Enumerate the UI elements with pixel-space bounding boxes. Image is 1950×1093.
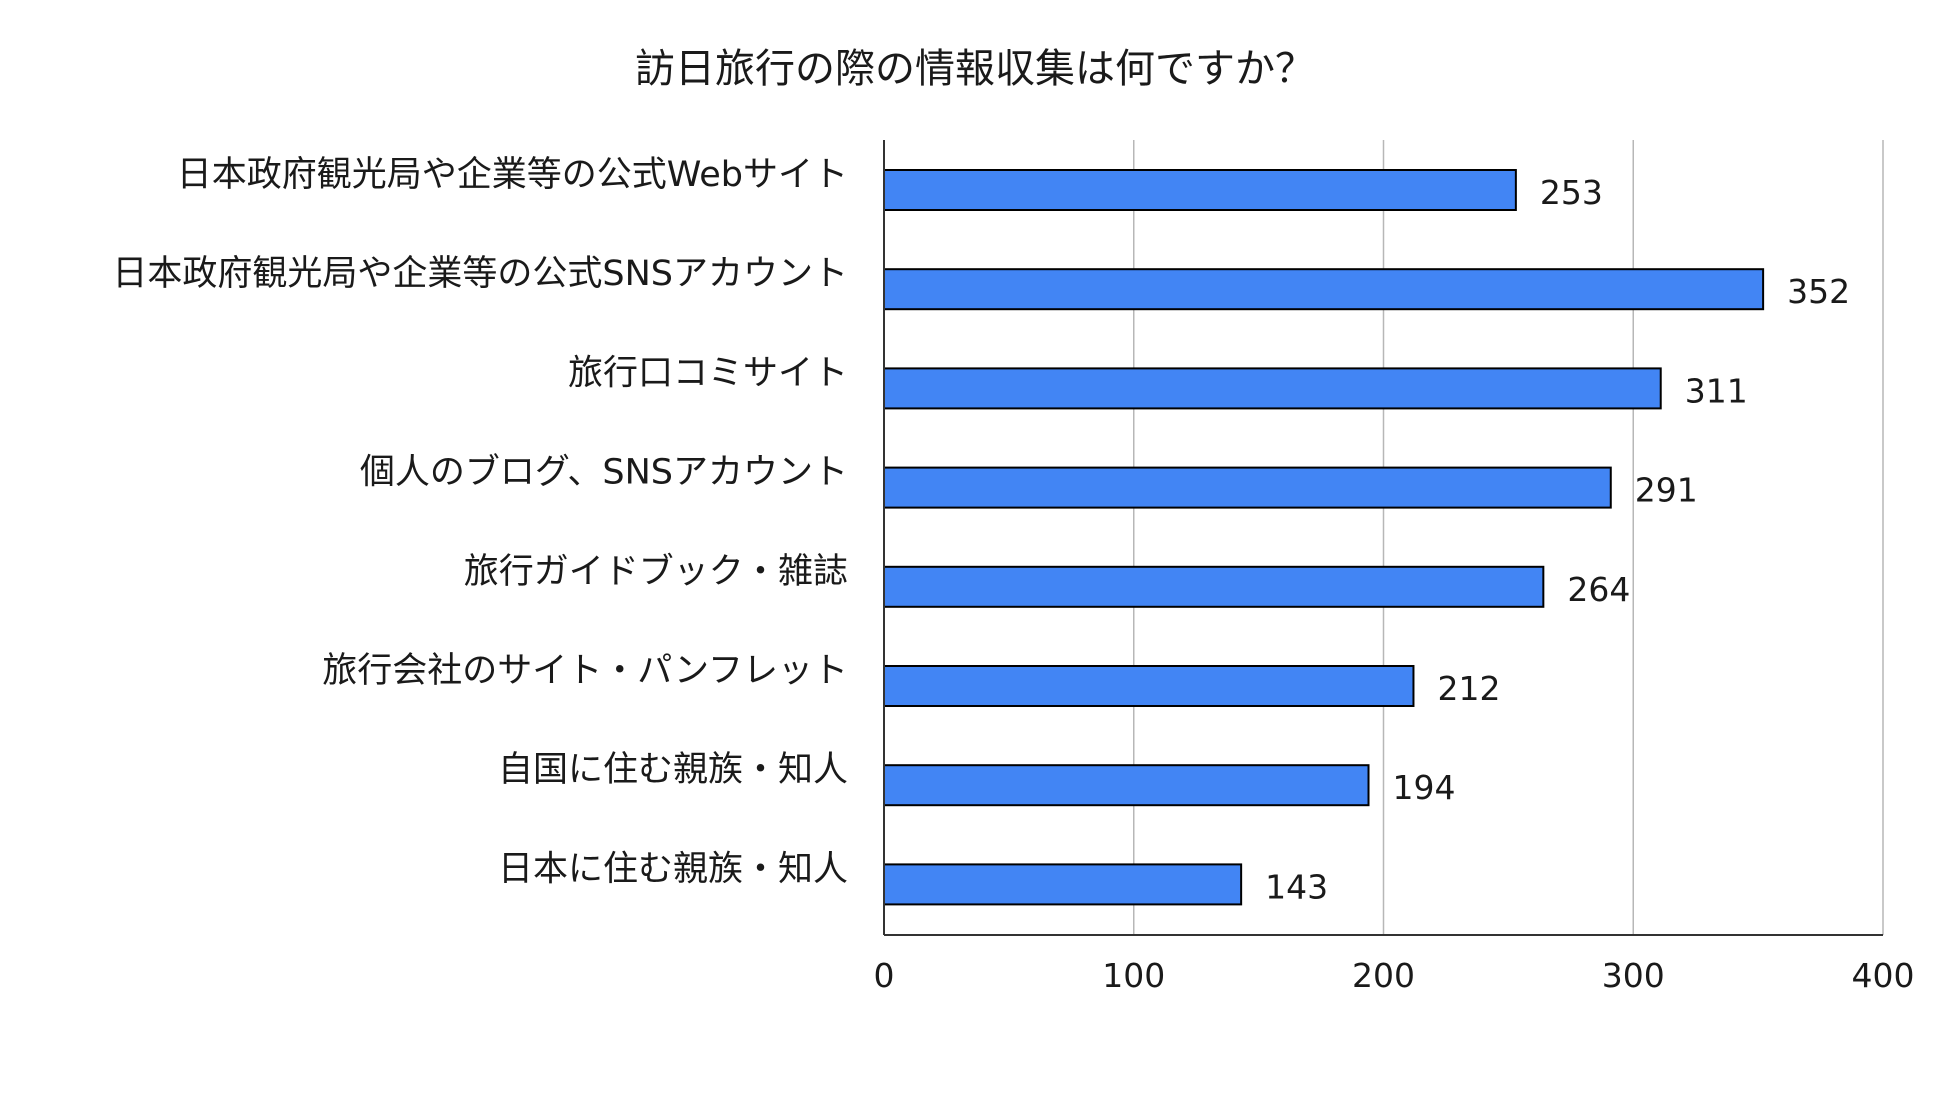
x-tick-label: 100 [1102,956,1165,995]
data-label: 291 [1635,471,1698,510]
category-label: 日本に住む親族・知人 [498,849,848,889]
x-tick-label: 200 [1352,956,1415,995]
category-label: 日本政府観光局や企業等の公式Webサイト [177,155,848,195]
data-label: 194 [1393,768,1456,807]
data-label: 143 [1265,867,1328,906]
x-tick-label: 400 [1852,956,1915,995]
bar [883,665,1415,707]
bar [883,268,1765,311]
data-label: 352 [1787,272,1850,311]
category-label: 個人のブログ、SNSアカウント [360,453,848,493]
chart-title: 訪日旅行の際の情報収集は何ですか？ [635,46,1315,92]
x-tick-label: 300 [1602,956,1665,995]
category-label: 自国に住む親族・知人 [498,750,848,790]
category-label: 日本政府観光局や企業等の公式SNSアカウント [112,254,848,294]
x-tick-label: 0 [874,956,895,995]
category-label: 旅行ガイドブック・雑誌 [464,552,848,592]
data-label: 311 [1685,371,1748,410]
gridlines [1133,140,1884,935]
bars [883,169,1765,906]
data-label: 253 [1540,173,1603,212]
category-labels: 日本政府観光局や企業等の公式Webサイト日本政府観光局や企業等の公式SNSアカウ… [112,155,848,889]
bar [883,169,1517,211]
bar [883,466,1612,509]
bar [883,764,1370,807]
category-label: 旅行口コミサイト [568,353,848,393]
data-labels: 253 352 311 291 264 212 194 143 [1265,173,1850,906]
data-label: 212 [1437,669,1500,708]
category-label: 旅行会社のサイト・パンフレット [322,651,848,691]
bar [883,565,1545,608]
x-axis-tick-labels: 0 100 200 300 400 [874,956,1915,995]
data-label: 264 [1567,570,1630,609]
bar [883,367,1662,410]
bar [883,863,1243,906]
